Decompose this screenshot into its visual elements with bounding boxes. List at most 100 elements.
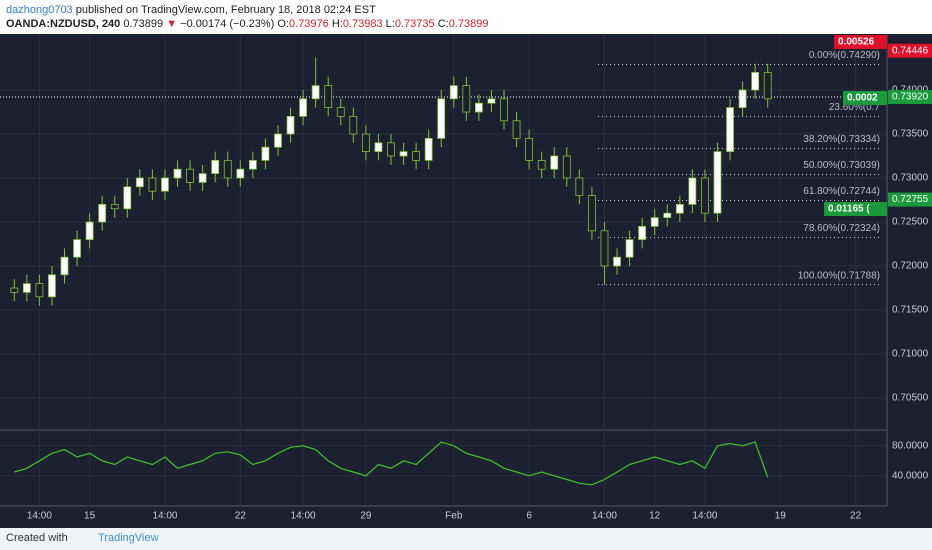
candle-body: [500, 98, 508, 122]
candle-body: [35, 283, 44, 298]
y-tick-label: 0.71500: [892, 305, 929, 316]
price-badge: [888, 90, 932, 105]
x-tick-label: 19: [775, 511, 787, 522]
footer: Created with TradingView: [0, 528, 932, 550]
y-tick-label: 0.72500: [892, 217, 929, 228]
candle-body: [299, 98, 307, 117]
x-tick-label: 14:00: [152, 511, 177, 522]
candle-body: [60, 256, 69, 276]
candle-body: [688, 177, 697, 205]
candle-body: [361, 133, 370, 152]
candle-body: [349, 115, 358, 135]
candle-body: [562, 155, 571, 179]
candle-body: [487, 98, 496, 104]
candle-body: [763, 71, 772, 100]
x-tick-label: 29: [360, 511, 372, 522]
candle-body: [336, 107, 345, 117]
h-label: H:: [331, 18, 343, 30]
c-label: C:: [437, 18, 449, 30]
candle-body: [550, 155, 559, 170]
candle-body: [650, 217, 659, 227]
candle-body: [399, 151, 408, 157]
y-tick-label: 0.71000: [892, 349, 929, 360]
candle-body: [449, 85, 458, 100]
candle-body: [324, 85, 333, 108]
published: published on TradingView.com, February 1…: [75, 4, 376, 16]
candle-body: [148, 177, 157, 192]
candle-body: [135, 177, 144, 188]
x-tick-label: 14:00: [27, 511, 52, 522]
price-badge-label: 0.72755: [892, 194, 929, 205]
candle-body: [537, 159, 546, 170]
x-tick-label: 6: [526, 511, 532, 522]
candle-body: [713, 151, 722, 214]
info-box-label: 0.00526: [838, 37, 875, 48]
l-label: L:: [385, 18, 395, 30]
symbol-line: OANDA:NZDUSD, 240 0.73899 ▼ −0.00174 (−0…: [6, 18, 488, 30]
brand[interactable]: TradingView: [98, 532, 159, 544]
x-tick-label: 14:00: [592, 511, 617, 522]
candle-body: [186, 168, 194, 183]
fib-label: 100.00%(0.71788): [798, 270, 880, 281]
candle-body: [311, 85, 320, 100]
candle-body: [462, 85, 471, 113]
c: 0.73899: [448, 18, 489, 30]
candle-body: [161, 177, 169, 192]
candle-body: [424, 137, 433, 161]
candle-body: [638, 225, 647, 240]
fib-label: 78.60%(0.72324): [803, 223, 880, 234]
username[interactable]: dazhong0703: [6, 4, 73, 16]
candle-body: [387, 142, 395, 157]
info-box-label: 0.0002: [847, 93, 878, 104]
y-tick-label: 80.0000: [892, 440, 929, 451]
candle-body: [22, 283, 31, 293]
info-box: [843, 91, 887, 105]
candle-body: [613, 256, 621, 267]
info-box: [834, 35, 887, 49]
chart: 0.70500 0.71000 0.71500 0.72000 0.72500 0.730…: [0, 34, 932, 528]
candle-body: [173, 168, 182, 179]
y-tick-label: 0.72000: [892, 261, 929, 272]
l: 0.73735: [394, 18, 435, 30]
candle-body: [98, 203, 107, 223]
x-tick-label: 12: [649, 511, 661, 522]
candle-body: [701, 177, 709, 214]
candle-body: [261, 146, 270, 161]
candle-body: [726, 107, 734, 152]
info-box: [824, 202, 887, 216]
candle-body: [123, 186, 132, 210]
candle-body: [374, 142, 383, 152]
candle-body: [48, 274, 56, 298]
last: 0.73899: [123, 18, 164, 30]
fib-label: 50.00%(0.73039): [803, 160, 880, 171]
x-tick-label: Feb: [445, 511, 463, 522]
candle-body: [512, 120, 521, 139]
x-tick-label: 14:00: [291, 511, 316, 522]
fib-label: 0.00%(0.74290): [809, 50, 880, 61]
candle-body: [274, 133, 282, 148]
fib-label: 38.20%(0.73334): [803, 134, 880, 145]
price-badge: [888, 192, 932, 207]
x-tick-label: 22: [850, 511, 862, 522]
candle-body: [223, 159, 232, 179]
y-tick-label: 40.0000: [892, 470, 929, 481]
candle-body: [73, 239, 81, 258]
created: Created with: [6, 532, 68, 544]
candle-body: [198, 173, 207, 183]
fib-label: 61.80%(0.72744): [803, 186, 880, 197]
candle-body: [600, 230, 609, 267]
candle-body: [625, 239, 634, 258]
candle-body: [738, 89, 747, 108]
candle-body: [412, 151, 421, 161]
candle-body: [588, 195, 596, 232]
candle-body: [525, 137, 534, 161]
y-tick-label: 0.73500: [892, 129, 929, 140]
symbol: OANDA:NZDUSD, 240: [6, 18, 121, 30]
header: dazhong0703 published on TradingView.com…: [0, 0, 932, 34]
candle-body: [110, 203, 119, 210]
oscillator-line: [14, 441, 769, 486]
fib-label: 23.60%(0.7: [829, 102, 881, 113]
candle-body: [675, 203, 684, 214]
candle-body: [248, 159, 257, 170]
